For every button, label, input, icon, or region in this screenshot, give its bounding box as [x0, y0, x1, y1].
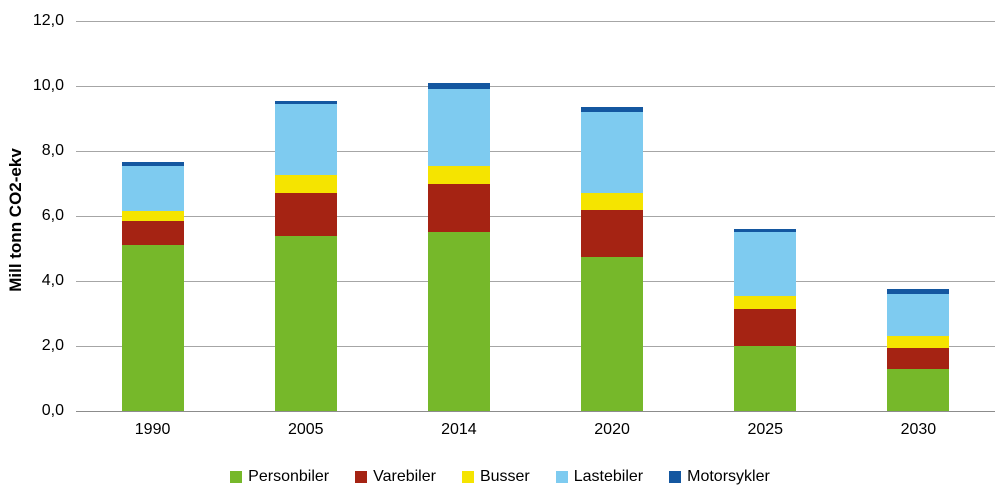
bar-segment-varebiler-2014 — [427, 183, 490, 233]
bar-segment-lastebiler-1990 — [121, 165, 184, 212]
bar-segment-lastebiler-2025 — [734, 232, 797, 296]
x-tick-label-1990: 1990 — [134, 421, 171, 438]
gridline — [76, 215, 995, 217]
legend-label: Busser — [479, 468, 530, 485]
bar-segment-personbiler-2014 — [427, 232, 490, 411]
legend-swatch-icon — [669, 471, 682, 483]
bar-segment-busser-2020 — [581, 193, 644, 210]
bar-segment-busser-2030 — [887, 336, 950, 348]
legend-swatch-icon — [355, 471, 368, 483]
bar-segment-motorsykler-2005 — [274, 100, 337, 104]
y-tick-label: 6,0 — [41, 207, 64, 224]
legend-swatch-icon — [555, 471, 568, 483]
bar-segment-varebiler-2030 — [887, 347, 950, 369]
bar-segment-motorsykler-1990 — [121, 162, 184, 166]
legend-item-busser: Busser — [461, 468, 530, 486]
bar-2020 — [581, 21, 644, 411]
legend-swatch-icon — [461, 471, 474, 483]
bar-segment-varebiler-2005 — [274, 193, 337, 236]
bar-segment-varebiler-2020 — [581, 209, 644, 257]
gridline — [76, 85, 995, 87]
bar-segment-personbiler-1990 — [121, 245, 184, 411]
x-tick-label-2005: 2005 — [287, 421, 324, 438]
bar-segment-motorsykler-2030 — [887, 289, 950, 294]
bar-segment-busser-2005 — [274, 175, 337, 194]
x-axis-line — [76, 410, 995, 412]
x-tick-label-2020: 2020 — [594, 421, 630, 438]
y-tick-label: 8,0 — [41, 142, 64, 159]
bar-segment-motorsykler-2020 — [581, 107, 644, 112]
y-tick-label: 4,0 — [41, 272, 64, 289]
y-tick-label: 2,0 — [41, 337, 64, 354]
gridline — [76, 150, 995, 152]
bar-segment-lastebiler-2005 — [274, 103, 337, 176]
bar-segment-personbiler-2020 — [581, 256, 644, 411]
gridline — [76, 280, 995, 282]
bar-segment-busser-1990 — [121, 211, 184, 221]
y-tick-label: 0,0 — [41, 402, 64, 419]
bar-segment-personbiler-2030 — [887, 368, 950, 411]
bar-segment-busser-2014 — [427, 165, 490, 184]
y-tick-label: 10,0 — [32, 77, 64, 94]
bar-segment-personbiler-2005 — [274, 235, 337, 411]
bar-2014 — [427, 21, 490, 411]
gridline — [76, 20, 995, 22]
bar-segment-lastebiler-2020 — [581, 112, 644, 194]
legend-item-personbiler: Personbiler — [230, 468, 329, 486]
bar-1990 — [121, 21, 184, 411]
bar-segment-lastebiler-2030 — [887, 294, 950, 337]
legend-swatch-icon — [230, 471, 243, 483]
bar-segment-busser-2025 — [734, 295, 797, 309]
bar-segment-motorsykler-2014 — [427, 82, 490, 90]
x-tick-label-2030: 2030 — [900, 421, 937, 438]
plot-area — [76, 20, 995, 412]
legend-label: Personbiler — [248, 468, 330, 485]
x-tick-label-2014: 2014 — [441, 421, 477, 438]
bar-segment-motorsykler-2025 — [734, 229, 797, 233]
legend-item-varebiler: Varebiler — [355, 468, 436, 486]
legend-item-motorsykler: Motorsykler — [669, 468, 770, 486]
legend-label: Varebiler — [373, 468, 436, 485]
y-tick-label: 12,0 — [32, 12, 64, 29]
legend: Personbiler Varebiler Busser Lastebiler Moto… — [0, 462, 1000, 492]
bar-2005 — [274, 21, 337, 411]
bar-2030 — [887, 21, 950, 411]
legend-label: Motorsykler — [687, 468, 770, 485]
legend-label: Lastebiler — [573, 468, 644, 485]
bar-2025 — [734, 21, 797, 411]
gridline — [76, 345, 995, 347]
bar-segment-personbiler-2025 — [734, 346, 797, 411]
legend-item-lastebiler: Lastebiler — [555, 468, 644, 486]
bar-segment-lastebiler-2014 — [427, 89, 490, 166]
x-tick-label-2025: 2025 — [747, 421, 784, 438]
bar-segment-varebiler-1990 — [121, 220, 184, 246]
bar-segment-varebiler-2025 — [734, 308, 797, 346]
